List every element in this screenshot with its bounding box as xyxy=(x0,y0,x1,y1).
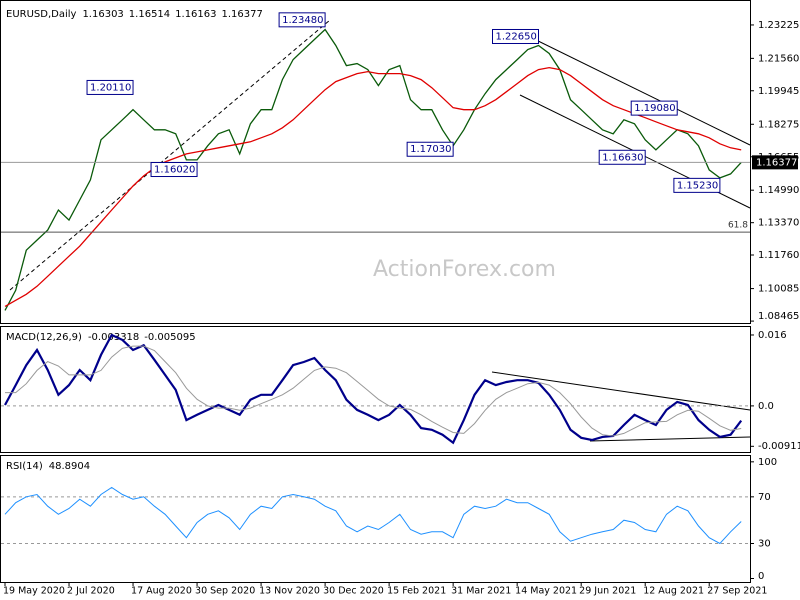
series-line xyxy=(5,345,742,437)
trend-line xyxy=(9,19,331,291)
annotation-box xyxy=(150,162,198,178)
rsi-panel xyxy=(0,455,751,583)
x-tick-label: 2 Jul 2020 xyxy=(67,586,115,597)
price-box xyxy=(752,155,798,170)
series-line xyxy=(4,66,742,307)
y-tick-label: 30 xyxy=(758,539,771,550)
annotation-label: 1.22650 xyxy=(496,31,537,42)
y-tick-label: 1.23225 xyxy=(758,20,799,31)
y-tick-label: 1.14990 xyxy=(758,185,799,196)
y-tick-label: 0.016 xyxy=(758,330,787,341)
y-tick-label: 100 xyxy=(758,457,777,468)
y-tick-label: 70 xyxy=(758,492,771,503)
annotation-box xyxy=(630,100,678,116)
series-line xyxy=(4,486,742,545)
y-tick-label: 1.13370 xyxy=(758,218,799,229)
header-value: 1.16514 xyxy=(129,9,170,20)
x-tick-label: 27 Sep 2021 xyxy=(707,586,767,597)
watermark: ActionForex.com xyxy=(373,257,556,282)
y-tick-label: 1.11760 xyxy=(758,250,799,261)
annotation-box xyxy=(406,141,454,157)
y-tick-label: 1.18275 xyxy=(758,119,799,130)
annotation-label: 1.23480 xyxy=(282,15,323,26)
panel-title: EURUSD,Daily xyxy=(6,9,77,20)
y-tick-label: 0.0 xyxy=(758,401,774,412)
x-tick-label: 17 Aug 2020 xyxy=(131,586,192,597)
panel-title: RSI(14) xyxy=(6,461,43,472)
annotation-box xyxy=(278,12,326,28)
annotation-box xyxy=(86,79,134,95)
series-line xyxy=(4,28,742,311)
panel-title: MACD(12,26,9) xyxy=(6,332,82,343)
fib-label: 61.8 xyxy=(728,221,748,231)
header-value: 1.16303 xyxy=(82,9,123,20)
y-tick-label: 0 xyxy=(758,571,764,582)
x-tick-label: 15 Feb 2021 xyxy=(387,586,446,597)
annotation-box xyxy=(492,28,539,44)
header-value: -0.003318 xyxy=(88,332,139,343)
price-box-label: 1.16377 xyxy=(756,157,797,168)
y-tick-label: 1.19945 xyxy=(758,86,799,97)
x-tick-label: 19 May 2020 xyxy=(3,586,65,597)
header-value: 1.16163 xyxy=(175,9,216,20)
y-tick-label: 1.08465 xyxy=(758,311,799,322)
x-tick-label: 13 Nov 2020 xyxy=(259,586,320,597)
x-tick-label: 29 Jun 2021 xyxy=(579,586,636,597)
annotation-label: 1.20110 xyxy=(90,82,131,93)
annotation-label: 1.15230 xyxy=(677,180,718,191)
annotation-label: 1.16020 xyxy=(154,165,195,176)
header-value: -0.005095 xyxy=(144,332,195,343)
x-tick-label: 14 May 2021 xyxy=(515,586,577,597)
annotation-box xyxy=(598,149,646,165)
series-line xyxy=(4,333,743,445)
y-tick-label: 1.21560 xyxy=(758,53,799,64)
annotation-label: 1.17030 xyxy=(410,144,451,155)
x-tick-label: 30 Dec 2020 xyxy=(323,586,384,597)
channel-line xyxy=(529,36,751,146)
header-value: 48.8904 xyxy=(49,461,90,472)
x-tick-label: 12 Aug 2021 xyxy=(643,586,704,597)
x-tick-label: 30 Sep 2020 xyxy=(195,586,255,597)
x-tick-label: 31 Mar 2021 xyxy=(451,586,511,597)
macd-trend-line xyxy=(589,436,751,442)
macd-trend-line xyxy=(491,371,751,411)
annotation-label: 1.16630 xyxy=(602,152,643,163)
annotation-box xyxy=(673,177,721,193)
macd-panel xyxy=(0,326,751,453)
price-panel xyxy=(0,0,751,324)
y-tick-label: 1.10085 xyxy=(758,284,799,295)
header-value: 1.16377 xyxy=(222,9,263,20)
annotation-label: 1.19080 xyxy=(634,103,675,114)
y-tick-label: -0.009116 xyxy=(758,441,800,452)
